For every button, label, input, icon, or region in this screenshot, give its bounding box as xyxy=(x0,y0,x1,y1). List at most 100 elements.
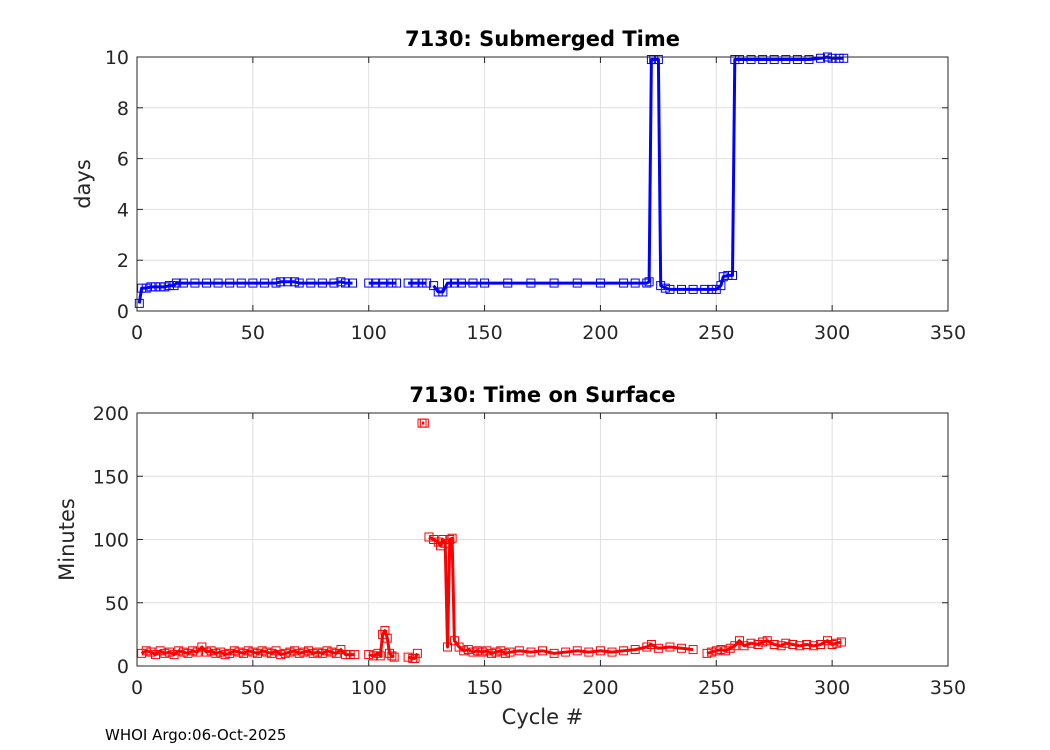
data-point xyxy=(313,647,323,657)
data-point xyxy=(266,648,276,658)
x-tick-label: 0 xyxy=(131,677,143,699)
data-point xyxy=(477,647,487,657)
data-point xyxy=(758,55,768,65)
data-point xyxy=(375,651,385,661)
data-point xyxy=(642,278,652,288)
series-line xyxy=(706,639,842,655)
y-tick-label: 150 xyxy=(93,466,129,488)
data-point xyxy=(236,278,246,288)
plot-area xyxy=(137,57,948,311)
data-point xyxy=(171,278,181,288)
data-point xyxy=(336,645,346,655)
data-point xyxy=(213,278,223,288)
data-point xyxy=(572,646,582,656)
data-point xyxy=(368,651,378,661)
data-point xyxy=(327,647,337,657)
data-point xyxy=(410,653,420,663)
data-point xyxy=(716,281,726,291)
data-point xyxy=(345,650,355,660)
data-point xyxy=(294,278,304,288)
data-point xyxy=(290,277,300,287)
data-point xyxy=(347,278,357,288)
x-tick-label: 200 xyxy=(582,322,618,344)
data-point xyxy=(155,646,165,656)
data-point xyxy=(364,278,374,288)
data-point xyxy=(429,281,439,291)
data-point xyxy=(299,647,309,657)
data-point xyxy=(468,278,478,288)
x-tick-label: 300 xyxy=(814,322,850,344)
data-point xyxy=(718,272,728,282)
data-point xyxy=(424,532,434,542)
data-point xyxy=(514,646,524,656)
x-tick-label: 300 xyxy=(814,677,850,699)
y-tick-label: 100 xyxy=(93,530,129,552)
data-point xyxy=(248,647,258,657)
data-point xyxy=(538,646,547,656)
data-point xyxy=(276,650,286,660)
data-point xyxy=(802,639,812,649)
x-tick-label: 0 xyxy=(131,322,143,344)
data-point xyxy=(445,535,455,544)
data-point xyxy=(707,284,717,294)
data-point xyxy=(192,647,202,657)
data-point xyxy=(792,55,802,65)
data-point xyxy=(730,641,740,651)
data-point xyxy=(781,638,791,648)
data-point xyxy=(734,636,744,646)
data-point xyxy=(769,639,779,649)
x-tick-label: 350 xyxy=(930,322,966,344)
data-point xyxy=(206,646,216,656)
data-point xyxy=(252,648,262,658)
data-point xyxy=(387,278,397,288)
data-point xyxy=(832,638,842,648)
data-point xyxy=(294,648,304,658)
data-point xyxy=(243,646,253,656)
data-point xyxy=(303,646,313,656)
data-point xyxy=(549,648,559,658)
data-point xyxy=(160,282,170,292)
data-point xyxy=(373,648,383,658)
data-point xyxy=(317,278,327,288)
data-point xyxy=(438,287,448,297)
data-point xyxy=(306,278,316,288)
data-point xyxy=(660,283,670,293)
data-point xyxy=(503,278,513,288)
y-tick-label: 10 xyxy=(105,47,129,69)
data-point xyxy=(781,55,791,65)
data-point xyxy=(459,646,469,656)
data-point xyxy=(468,647,478,657)
data-point xyxy=(730,55,740,65)
data-point xyxy=(382,633,392,643)
axes-frame xyxy=(136,56,949,312)
time-on-surface-panel: 0 50 100 150 200 250 300 350 0 50 100 150 200 7130: T… xyxy=(55,383,966,729)
submerged-time-panel: 0 50 100 150 200 250 300 350 0 2 4 6 8 10 7130: Submer… xyxy=(71,27,966,344)
data-point xyxy=(417,278,427,288)
data-point xyxy=(146,282,156,292)
data-point xyxy=(364,650,374,660)
data-point xyxy=(677,284,687,294)
y-tick-label: 6 xyxy=(117,149,129,171)
data-point xyxy=(308,648,318,658)
x-tick-label: 200 xyxy=(582,677,618,699)
data-point xyxy=(271,278,281,288)
data-point xyxy=(178,278,188,288)
data-point xyxy=(403,652,413,662)
data-point xyxy=(688,645,698,655)
chart-title: 7130: Time on Surface xyxy=(409,383,675,407)
data-point xyxy=(341,278,351,288)
data-point xyxy=(549,278,559,288)
x-tick-label: 150 xyxy=(466,677,502,699)
y-axis-label: Minutes xyxy=(55,498,79,581)
data-point xyxy=(816,53,826,63)
data-point xyxy=(419,418,429,428)
data-point xyxy=(665,642,675,652)
data-point xyxy=(190,278,200,288)
series-line xyxy=(140,645,355,657)
footer-text: WHOI Argo:06-Oct-2025 xyxy=(105,726,286,744)
data-point xyxy=(480,278,490,288)
data-point xyxy=(561,647,571,657)
data-point xyxy=(619,278,629,288)
data-point xyxy=(442,278,452,288)
y-tick-label: 4 xyxy=(117,199,129,221)
